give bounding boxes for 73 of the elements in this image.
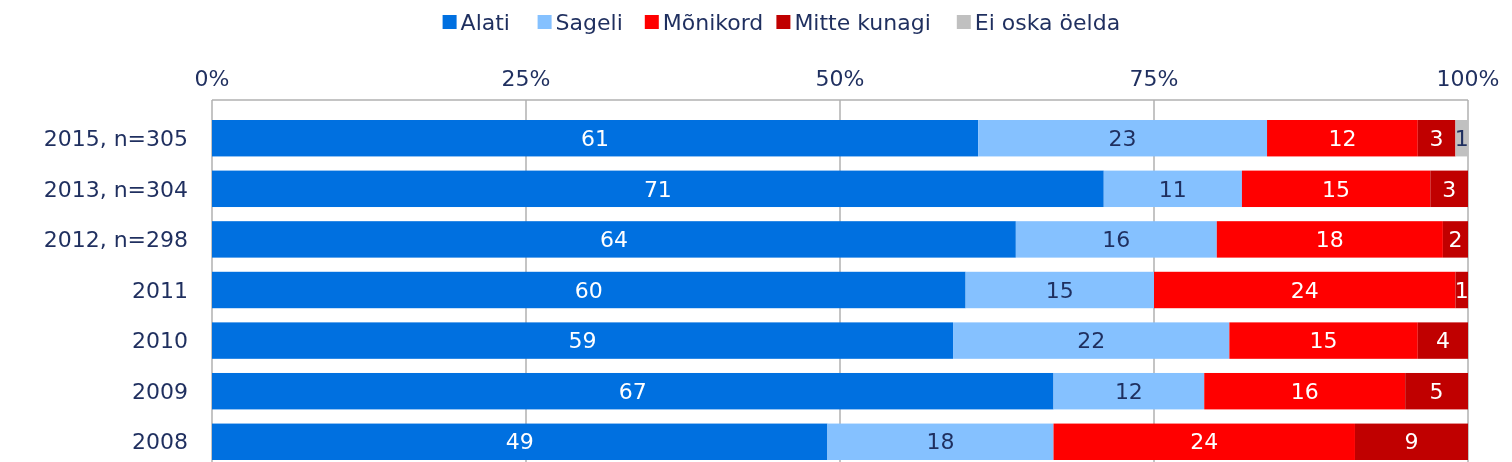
y-tick-label: 2008 <box>132 429 188 455</box>
bar <box>1053 423 1355 460</box>
data-label: 23 <box>1108 125 1137 151</box>
data-label: 24 <box>1290 277 1319 303</box>
bar <box>1430 170 1468 208</box>
y-tick-label: 2015, n=305 <box>43 125 188 151</box>
data-label: 12 <box>1328 125 1357 151</box>
y-tick-label: 2010 <box>132 328 188 354</box>
bar <box>1204 372 1406 410</box>
bar <box>1442 221 1468 258</box>
y-tick-label: 2013, n=304 <box>43 176 188 202</box>
bar <box>1216 221 1443 258</box>
data-label: 15 <box>1322 176 1351 202</box>
bar <box>1241 170 1431 208</box>
legend-label: Mõnikord <box>662 9 764 35</box>
data-label: 59 <box>568 328 597 354</box>
data-label: 2 <box>1448 227 1463 253</box>
data-label: 15 <box>1045 277 1074 303</box>
x-tick-label: 25% <box>501 66 551 91</box>
data-label: 64 <box>599 227 628 253</box>
data-label: 1 <box>1454 277 1469 303</box>
legend-label: Alati <box>460 9 510 35</box>
data-label: 15 <box>1309 328 1338 354</box>
bar <box>212 170 1104 208</box>
bar <box>212 221 1016 258</box>
x-tick-label: 0% <box>194 66 230 91</box>
y-tick-label: 2009 <box>132 378 188 404</box>
bar <box>212 120 979 157</box>
data-label: 49 <box>505 429 534 455</box>
bar <box>1103 170 1242 208</box>
bar <box>953 322 1230 359</box>
data-label: 4 <box>1435 328 1450 354</box>
bar <box>827 423 1054 460</box>
y-tick-label: 2011 <box>132 277 188 303</box>
data-label: 16 <box>1290 378 1319 404</box>
data-label: 22 <box>1077 328 1106 354</box>
x-tick-label: 75% <box>1129 66 1179 91</box>
data-label: 61 <box>581 125 610 151</box>
x-tick-label: 50% <box>815 66 865 91</box>
bar <box>965 271 1154 309</box>
bar <box>1015 221 1217 258</box>
data-label: 11 <box>1158 176 1187 202</box>
bar <box>212 372 1054 410</box>
bar <box>1405 372 1468 410</box>
data-label: 24 <box>1190 429 1219 455</box>
data-label: 3 <box>1442 176 1457 202</box>
data-label: 67 <box>618 378 647 404</box>
legend-label: Mitte kunagi <box>794 9 931 35</box>
bar <box>1267 120 1418 157</box>
data-label: 60 <box>574 277 603 303</box>
bar <box>1229 322 1418 359</box>
data-label: 71 <box>643 176 672 202</box>
data-label: 18 <box>926 429 955 455</box>
y-tick-label: 2012, n=298 <box>43 227 188 253</box>
data-label: 12 <box>1114 378 1143 404</box>
data-label: 16 <box>1102 227 1131 253</box>
data-label: 3 <box>1429 125 1444 151</box>
bar <box>212 322 954 359</box>
bar <box>1053 372 1205 410</box>
bar <box>212 423 828 460</box>
data-label: 5 <box>1429 378 1444 404</box>
bar <box>1417 322 1468 359</box>
bar <box>1417 120 1456 157</box>
x-tick-label: 100% <box>1436 66 1500 91</box>
bar <box>1354 423 1468 460</box>
legend-label: Sageli <box>555 9 623 35</box>
data-label: 1 <box>1454 125 1469 151</box>
bar <box>1154 271 1456 309</box>
legend-label: Ei oska öelda <box>974 9 1121 35</box>
bar <box>978 120 1268 157</box>
data-label: 18 <box>1315 227 1344 253</box>
bar <box>212 271 966 309</box>
data-label: 9 <box>1404 429 1419 455</box>
